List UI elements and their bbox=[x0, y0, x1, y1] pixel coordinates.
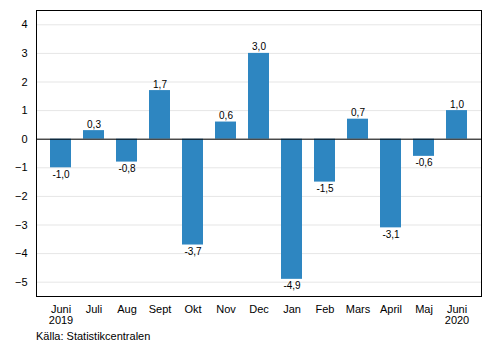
svg-text:3,0: 3,0 bbox=[252, 41, 266, 52]
svg-text:1: 1 bbox=[21, 104, 27, 116]
svg-text:3: 3 bbox=[21, 47, 27, 59]
svg-text:-1,0: -1,0 bbox=[52, 169, 70, 180]
svg-text:Sept: Sept bbox=[149, 303, 172, 315]
svg-text:Aug: Aug bbox=[117, 303, 137, 315]
svg-text:Dec: Dec bbox=[249, 303, 269, 315]
svg-text:−4: −4 bbox=[15, 247, 28, 259]
svg-text:4: 4 bbox=[21, 18, 27, 30]
svg-text:Jan: Jan bbox=[283, 303, 301, 315]
svg-text:−3: −3 bbox=[15, 219, 28, 231]
svg-text:0,7: 0,7 bbox=[351, 107, 365, 118]
svg-text:Feb: Feb bbox=[316, 303, 335, 315]
svg-text:Juni2019: Juni2019 bbox=[49, 303, 73, 326]
svg-text:1,0: 1,0 bbox=[450, 99, 464, 110]
svg-text:-0,6: -0,6 bbox=[415, 157, 433, 168]
svg-text:Maj: Maj bbox=[415, 303, 433, 315]
svg-text:0,3: 0,3 bbox=[87, 119, 101, 130]
svg-text:−1: −1 bbox=[15, 161, 28, 173]
svg-text:-1,5: -1,5 bbox=[316, 183, 334, 194]
svg-text:Juni2020: Juni2020 bbox=[445, 303, 469, 326]
svg-text:Mars: Mars bbox=[346, 303, 371, 315]
svg-text:-3,7: -3,7 bbox=[184, 246, 202, 257]
svg-text:2: 2 bbox=[21, 76, 27, 88]
svg-text:Okt: Okt bbox=[184, 303, 201, 315]
svg-text:0: 0 bbox=[21, 133, 27, 145]
svg-text:-4,9: -4,9 bbox=[283, 280, 301, 291]
svg-text:−5: −5 bbox=[15, 276, 28, 288]
svg-text:-0,8: -0,8 bbox=[118, 163, 136, 174]
svg-text:1,7: 1,7 bbox=[153, 79, 167, 90]
svg-text:-3,1: -3,1 bbox=[382, 229, 400, 240]
svg-text:Nov: Nov bbox=[216, 303, 236, 315]
svg-text:Juli: Juli bbox=[86, 303, 103, 315]
svg-text:−2: −2 bbox=[15, 190, 28, 202]
svg-text:April: April bbox=[380, 303, 402, 315]
html-text:Källa: Statistikcentralen: Källa: Statistikcentralen bbox=[36, 330, 151, 342]
svg-text:0,6: 0,6 bbox=[219, 110, 233, 121]
